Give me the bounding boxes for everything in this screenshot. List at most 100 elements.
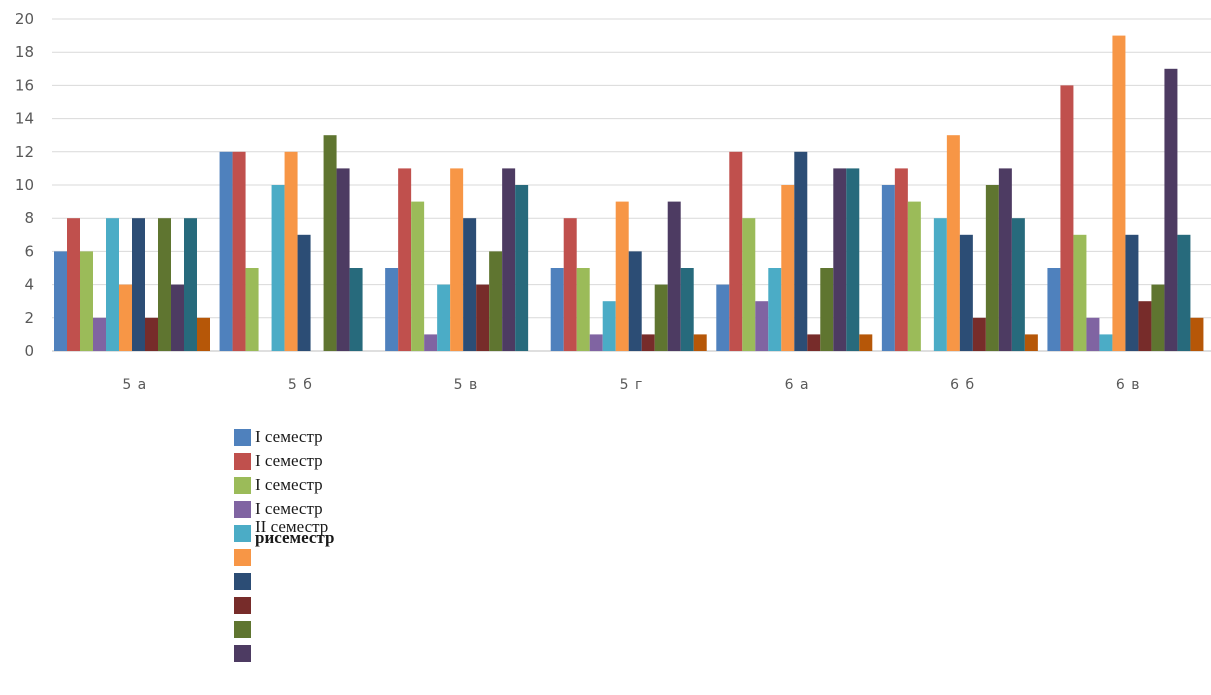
y-tick-label: 20 (15, 10, 34, 28)
bar (680, 268, 694, 351)
legend-item: I семестр (234, 450, 534, 474)
bar (450, 168, 464, 351)
legend-item (234, 570, 534, 594)
bar (54, 251, 67, 351)
y-tick-label: 8 (24, 209, 34, 227)
bar (550, 268, 564, 351)
legend-label: II семестр (255, 517, 329, 536)
bar (807, 334, 821, 351)
y-tick-label: 10 (15, 176, 34, 194)
bar (781, 185, 795, 351)
bar (1151, 284, 1165, 351)
bar (628, 251, 642, 351)
legend-label: I семестр (255, 451, 323, 470)
bar (1138, 301, 1152, 351)
legend: I семестр I семестр I семестр I семестр … (234, 426, 534, 666)
bar (959, 234, 973, 351)
bar (794, 151, 808, 351)
legend-item (234, 618, 534, 642)
bar (985, 185, 999, 351)
bar (171, 284, 184, 351)
legend-item (234, 642, 534, 666)
bar (820, 268, 834, 351)
bar (859, 334, 873, 351)
x-category-label: 5 а (122, 377, 147, 393)
legend-item (234, 594, 534, 618)
bar (693, 334, 707, 351)
bar (881, 185, 895, 351)
y-axis-ticks: 0 2 4 6 8 10 12 14 16 18 20 (15, 10, 34, 360)
bar (197, 317, 210, 351)
x-category-label: 5 г (620, 377, 644, 393)
y-tick-label: 2 (24, 309, 34, 327)
bar (576, 268, 590, 351)
bar (323, 135, 337, 351)
x-category-label: 6 б (950, 377, 975, 393)
bar (297, 234, 311, 351)
bar (232, 151, 246, 351)
bar (424, 334, 438, 351)
legend-swatch (234, 597, 251, 614)
bar (93, 317, 106, 351)
bar (946, 135, 960, 351)
bar (768, 268, 782, 351)
bar (219, 151, 233, 351)
legend-swatch (234, 573, 251, 590)
legend-item: II семестр рисеместр (234, 517, 534, 547)
bar (398, 168, 412, 351)
y-tick-label: 6 (24, 242, 34, 260)
bar (411, 201, 425, 351)
bar (1125, 234, 1139, 351)
legend-swatch (234, 453, 251, 470)
bar (119, 284, 132, 351)
bar (284, 151, 298, 351)
bar (667, 201, 681, 351)
bar (437, 284, 451, 351)
bar (489, 251, 503, 351)
legend-swatch (234, 645, 251, 662)
bar (132, 218, 145, 351)
legend-label: I семестр (255, 499, 323, 518)
bar (833, 168, 847, 351)
bar (245, 268, 259, 351)
bar (336, 168, 350, 351)
bar (1060, 85, 1074, 352)
bar (502, 168, 516, 351)
legend-swatch (234, 477, 251, 494)
bar (67, 218, 80, 351)
bar (184, 218, 197, 351)
bar (145, 317, 158, 351)
y-tick-label: 12 (15, 143, 34, 161)
bar (1177, 234, 1191, 351)
legend-item (234, 546, 534, 570)
bar (998, 168, 1012, 351)
y-tick-label: 16 (15, 76, 34, 94)
bar (385, 268, 399, 351)
bar (1047, 268, 1061, 351)
bar (1024, 334, 1038, 351)
bar (654, 284, 668, 351)
legend-label-overlap: рисеместр (255, 528, 335, 547)
legend-label: I семестр (255, 427, 323, 446)
bar (349, 268, 363, 351)
bar (563, 218, 577, 351)
bar (476, 284, 490, 351)
bar (1112, 35, 1126, 351)
bar (1164, 68, 1178, 352)
bar (894, 168, 908, 351)
bar (846, 168, 860, 351)
bar (463, 218, 477, 351)
legend-swatch (234, 525, 251, 542)
x-category-label: 5 б (288, 377, 313, 393)
bar (716, 284, 730, 351)
bar (515, 185, 529, 351)
bar (972, 317, 986, 351)
bar (602, 301, 616, 351)
x-axis-categories: 5 а 5 б 5 в 5 г 6 а 6 б 6 в (122, 377, 1139, 393)
legend-swatch (234, 429, 251, 446)
bar (80, 251, 93, 351)
x-category-label: 6 а (785, 377, 810, 393)
bar (589, 334, 603, 351)
legend-item: I семестр (234, 474, 534, 498)
bar (933, 218, 947, 351)
